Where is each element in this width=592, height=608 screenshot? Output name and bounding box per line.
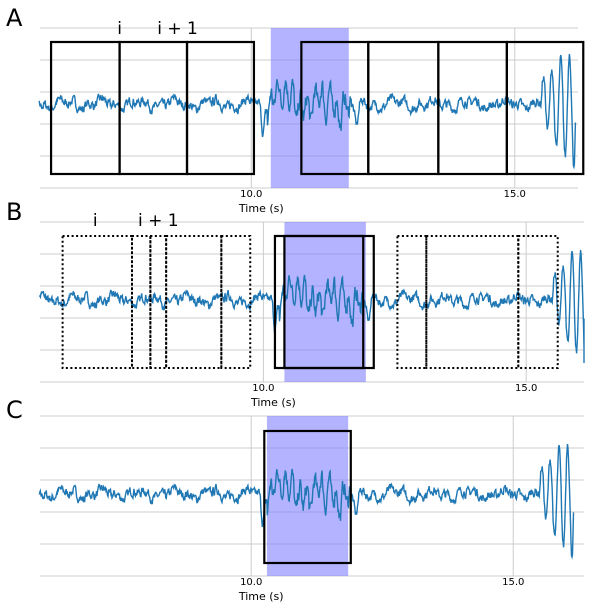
eeg-signal-line [38,54,577,170]
window-box [165,235,223,369]
window-box [185,40,256,176]
window-label: i [117,19,122,39]
window-label: i + 1 [138,211,179,231]
x-tick-label: 10.0 [252,383,274,394]
window-box [505,40,585,176]
window-box [130,235,152,369]
x-tick-label: 15.0 [502,577,524,588]
window-box [118,40,189,176]
panel-a: 10.0 15.0 i i + 1 Time (s) A [6,4,585,215]
panel-letter: A [6,4,23,32]
x-axis-label: Time (s) [238,590,284,603]
panel-letter: B [6,198,22,226]
panel-c: 10.0 15.0 Time (s) C [6,396,584,603]
window-box [283,234,365,370]
window-label: i [93,211,98,231]
x-tick-label: 15.0 [504,189,526,200]
eeg-signal-line [38,250,585,363]
window-box [396,235,428,369]
panel-b: 10.0 15.0 i i + 1 Time (s) B [6,198,585,409]
x-axis-label: Time (s) [250,396,296,409]
window-box [220,235,252,369]
panel-letter: C [6,396,23,424]
window-box [149,235,168,369]
x-tick-label: 15.0 [515,383,537,394]
window-box [437,40,508,176]
window-label: i + 1 [157,19,198,39]
window-box [517,235,559,369]
eeg-signal-line [38,444,575,560]
x-axis-label: Time (s) [238,202,284,215]
window-box [49,40,121,176]
window-box [425,235,520,369]
x-tick-label: 10.0 [240,189,262,200]
window-box [263,429,352,565]
x-tick-label: 10.0 [240,577,262,588]
